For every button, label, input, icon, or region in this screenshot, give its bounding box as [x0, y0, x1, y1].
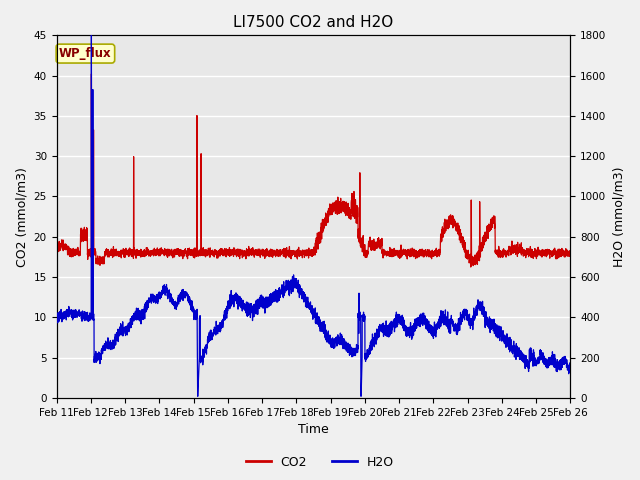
- Line: CO2: CO2: [56, 74, 570, 267]
- H2O: [566, 364, 574, 370]
- CO2: [294, 248, 302, 254]
- Y-axis label: CO2 (mmol/m3): CO2 (mmol/m3): [15, 167, 28, 266]
- H2O: [429, 329, 436, 335]
- H2O: [294, 277, 302, 283]
- H2O: [88, 29, 95, 35]
- H2O: [194, 394, 202, 399]
- Text: WP_flux: WP_flux: [59, 47, 112, 60]
- Line: H2O: H2O: [56, 32, 570, 396]
- H2O: [52, 314, 60, 320]
- CO2: [429, 250, 436, 255]
- H2O: [566, 363, 574, 369]
- CO2: [145, 251, 153, 256]
- CO2: [566, 251, 574, 256]
- CO2: [458, 239, 465, 245]
- Title: LI7500 CO2 and H2O: LI7500 CO2 and H2O: [234, 15, 394, 30]
- CO2: [400, 252, 408, 257]
- Y-axis label: H2O (mmol/m3): H2O (mmol/m3): [612, 167, 625, 267]
- CO2: [566, 248, 574, 254]
- H2O: [458, 314, 465, 320]
- CO2: [88, 71, 95, 77]
- CO2: [467, 264, 475, 270]
- CO2: [52, 246, 60, 252]
- X-axis label: Time: Time: [298, 423, 329, 436]
- H2O: [400, 327, 408, 333]
- Legend: CO2, H2O: CO2, H2O: [241, 451, 399, 474]
- H2O: [145, 297, 153, 303]
